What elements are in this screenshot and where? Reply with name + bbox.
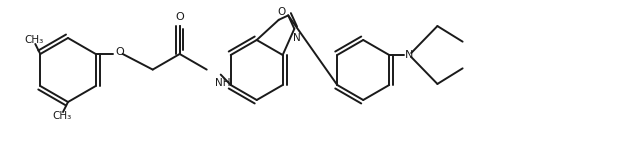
Text: O: O [277, 7, 286, 17]
Text: NH: NH [215, 78, 230, 88]
Text: O: O [175, 12, 184, 22]
Text: CH₃: CH₃ [52, 111, 71, 121]
Text: CH₃: CH₃ [25, 35, 44, 45]
Text: N: N [293, 33, 301, 43]
Text: O: O [115, 47, 124, 57]
Text: N: N [405, 50, 413, 60]
